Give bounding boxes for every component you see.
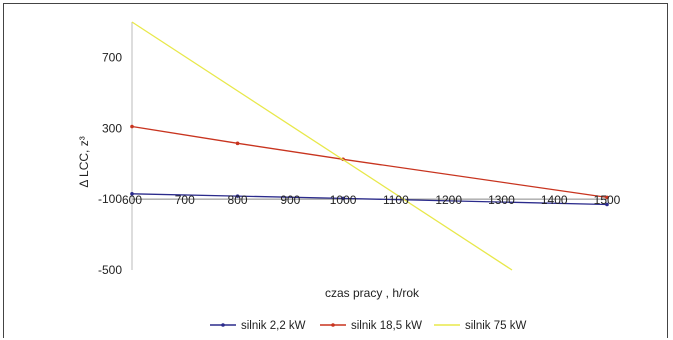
legend: silnik 2,2 kW silnik 18,5 kW silnik 75 kW <box>210 320 526 332</box>
x-tick-label: 1200 <box>435 193 462 207</box>
series-line-1 <box>131 193 608 206</box>
legend-marker-1 <box>221 323 225 327</box>
series-1-point <box>235 194 240 198</box>
y-tick-label: -100 <box>98 192 122 206</box>
series-layer <box>130 21 609 271</box>
x-tick-label: 1400 <box>541 193 568 207</box>
series-2-point <box>235 141 240 146</box>
x-tick-label: 1500 <box>594 193 621 207</box>
x-tick-label: 800 <box>228 193 248 207</box>
y-tick-label: -500 <box>98 263 122 277</box>
series-1-point <box>605 202 609 207</box>
y-tick-label: 700 <box>102 50 122 64</box>
x-tick-label: 600 <box>122 193 142 207</box>
series-1-point <box>341 196 345 201</box>
x-axis-title: czas pracy , h/rok <box>325 286 420 300</box>
legend-label-2: silnik 18,5 kW <box>351 320 422 332</box>
legend-label-3: silnik 75 kW <box>465 320 526 332</box>
series-line-3 <box>131 21 513 271</box>
series-1-point <box>130 192 134 196</box>
legend-label-1: silnik 2,2 kW <box>241 320 306 332</box>
x-tick-label: 700 <box>175 193 195 207</box>
y-tick-label: 300 <box>102 121 122 135</box>
series-line-2 <box>131 125 608 199</box>
y-axis-title: Δ LCC, z³ <box>77 136 91 187</box>
x-tick-label: 1100 <box>383 193 409 207</box>
series-2-point <box>605 195 609 200</box>
legend-marker-2 <box>331 323 335 327</box>
x-tick-label: 1300 <box>488 193 515 207</box>
chart-frame <box>3 3 668 338</box>
x-tick-label: 1000 <box>330 193 357 207</box>
series-2-point <box>130 124 134 129</box>
x-tick-label: 900 <box>280 193 300 207</box>
tick-layer: 600 700 800 900 1000 1100 1200 1300 1400 1500 700 3… <box>98 50 621 277</box>
